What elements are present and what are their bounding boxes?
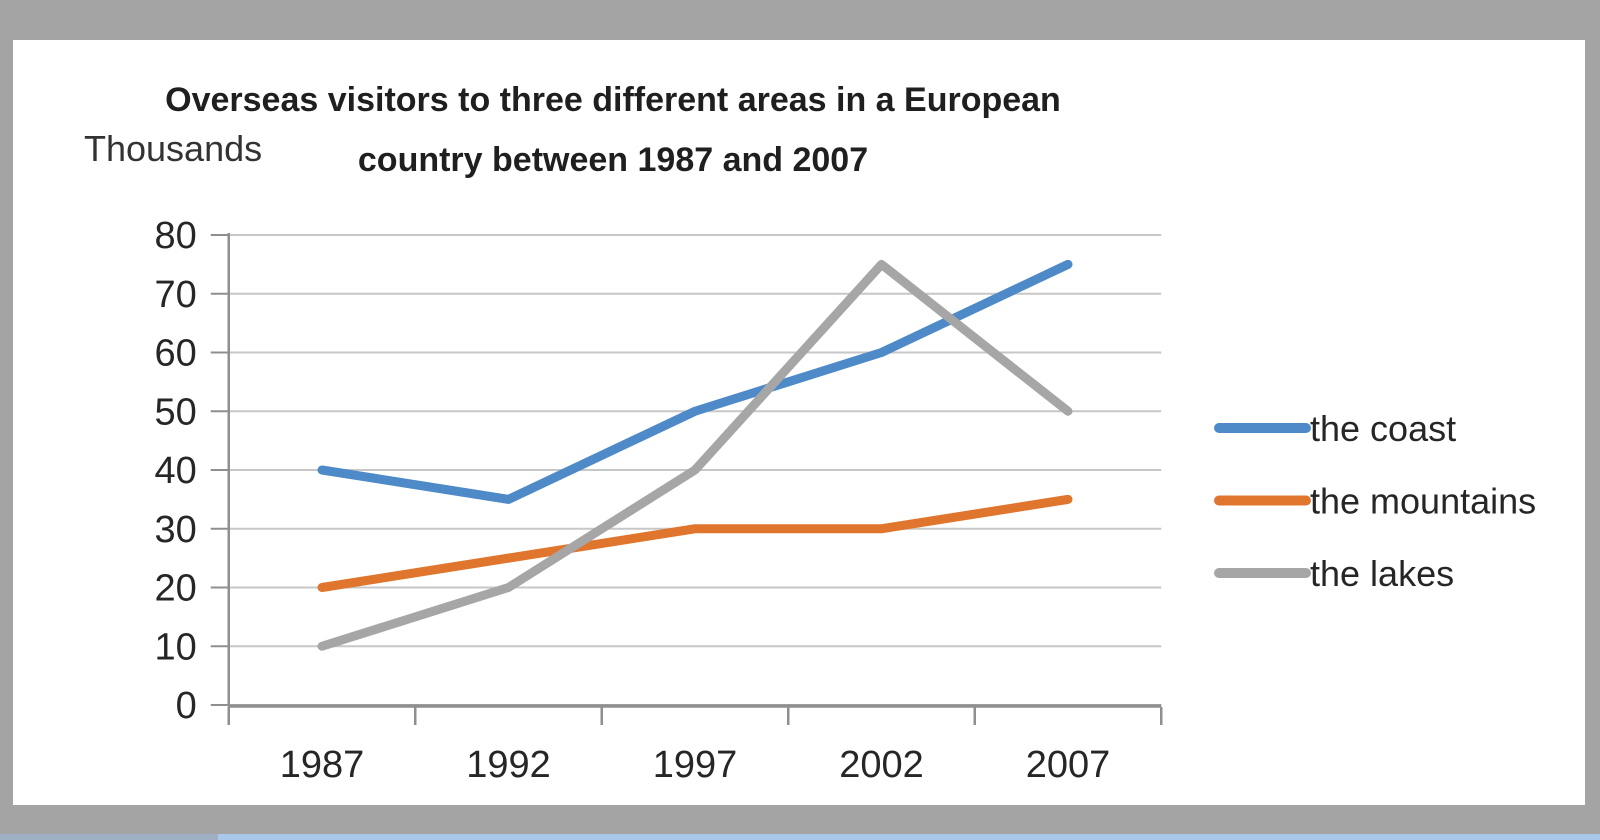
chart-title-line-2: country between 1987 and 2007 [357,141,869,179]
y-tick-label-60: 60 [154,333,196,375]
y-tick-label-20: 20 [154,568,196,610]
series-line-the-mountains [317,494,1073,592]
chart-panel [13,40,1585,805]
series-line-the-lakes [317,259,1073,651]
y-tick-label-10: 10 [154,626,196,668]
chart-title-line-1: Overseas visitors to three different are… [165,81,1061,119]
legend-label-the-mountains: the mountains [1310,481,1536,522]
series-line-the-coast [317,259,1073,504]
y-tick-label-40: 40 [154,450,196,492]
y-tick-label-70: 70 [154,274,196,316]
y-tick-label-30: 30 [154,509,196,551]
bottom-edge-strip-right [218,834,1600,840]
bottom-edge-strip-left [0,834,218,840]
y-tick-label-50: 50 [154,391,196,433]
x-tick-label-1992: 1992 [466,744,551,786]
y-axis-unit-label: Thousands [84,128,263,169]
y-tick-label-80: 80 [154,215,196,257]
x-tick-label-2002: 2002 [839,744,924,786]
x-tick-label-2007: 2007 [1026,744,1111,786]
x-tick-label-1997: 1997 [653,744,738,786]
legend-label-the-lakes: the lakes [1310,553,1454,594]
legend-label-the-coast: the coast [1310,408,1456,449]
x-tick-label-1987: 1987 [280,744,365,786]
chart-title: Overseas visitors to three different are… [133,70,1093,190]
y-tick-label-0: 0 [176,685,197,727]
